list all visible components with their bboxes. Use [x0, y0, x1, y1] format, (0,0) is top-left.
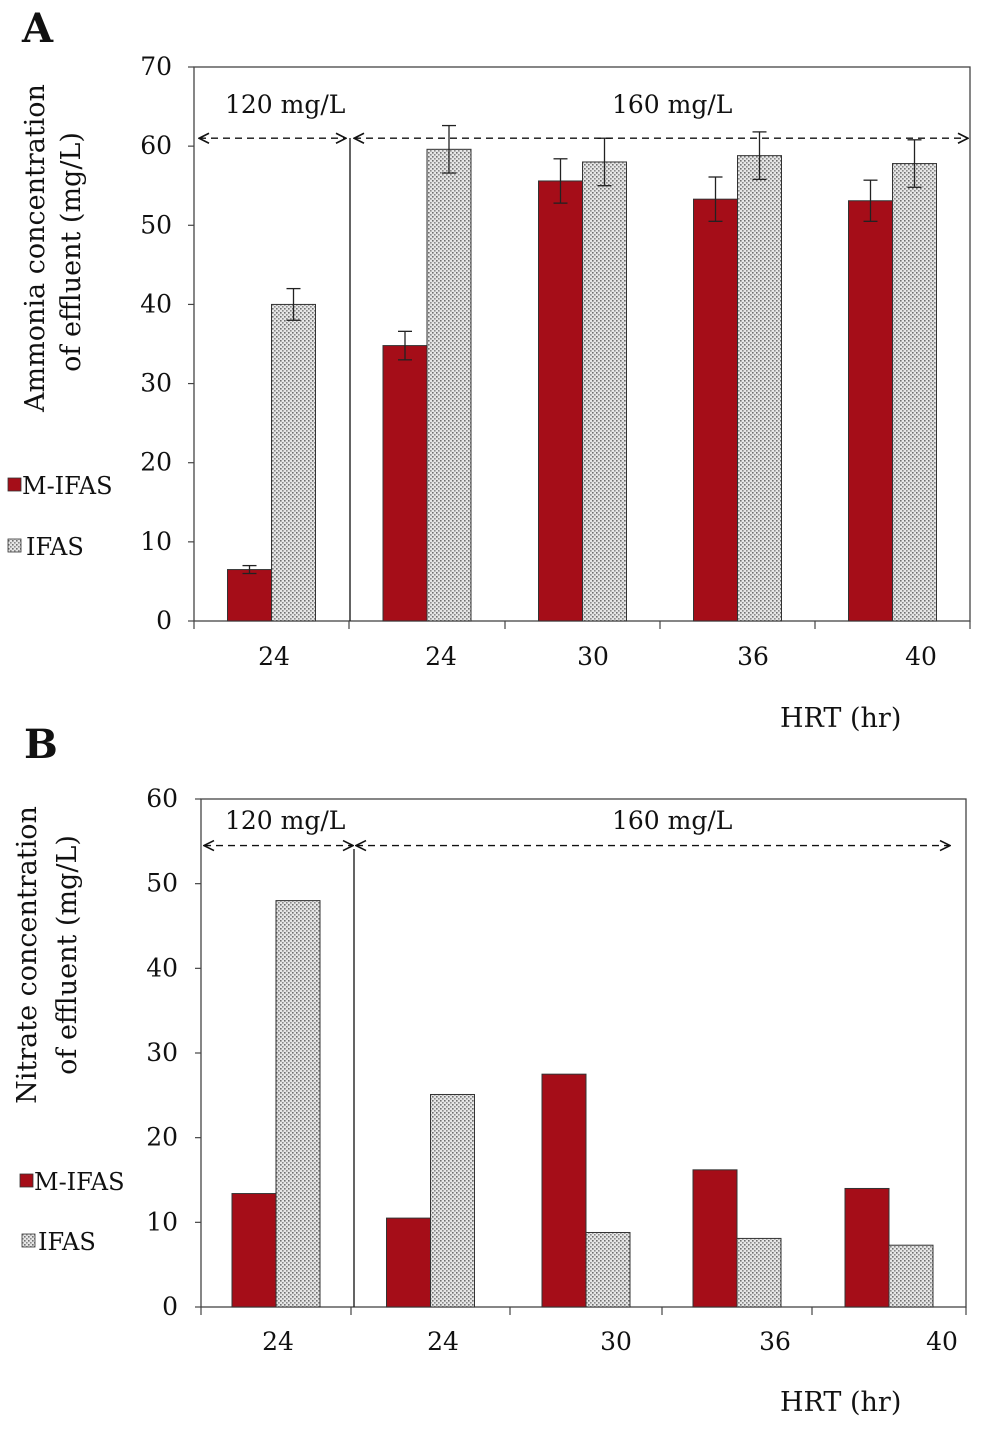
- panel-a-bar-m-ifas: [848, 200, 893, 622]
- panel-a-x-tick-label: 24: [258, 642, 290, 671]
- panel-a-bar-ifas: [892, 163, 937, 622]
- chart-panel-b: B Nitrate concentration of effluent (mg/…: [12, 721, 967, 1418]
- panel-a-x-tick-label: 30: [577, 642, 609, 671]
- panel-b-y-axis-label-line1: Nitrate concentration: [12, 806, 43, 1104]
- panel-a-y-axis-label-line2: of effluent (mg/L): [56, 132, 87, 372]
- panel-a-bar-m-ifas: [227, 569, 272, 622]
- panel-a-bar-ifas: [271, 303, 316, 622]
- panel-b-bar-ifas: [888, 1244, 934, 1308]
- panel-a-y-tick-label: 30: [140, 369, 172, 398]
- legend-label-m-ifas: M-IFAS: [34, 1168, 125, 1196]
- panel-b-bar-m-ifas: [231, 1193, 277, 1308]
- panel-a-y-axis-label-line1: Ammonia concentration: [20, 84, 51, 413]
- panel-b-y-tick-label: 60: [146, 784, 178, 813]
- panel-b-y-tick-label: 50: [146, 869, 178, 898]
- panel-a-bar-ifas: [582, 161, 627, 622]
- chart-panel-a: A Ammonia concentration of effluent (mg/…: [7, 5, 971, 734]
- legend-label-ifas: IFAS: [26, 533, 84, 561]
- panel-b-bar-m-ifas: [386, 1217, 431, 1308]
- panel-b-y-tick-label: 30: [146, 1038, 178, 1067]
- panel-a-bar-ifas: [737, 155, 782, 622]
- panel-a-x-tick-label: 40: [905, 642, 937, 671]
- panel-b-y-tick-label: 20: [146, 1123, 178, 1152]
- panel-b-x-axis-label: HRT (hr): [780, 1387, 901, 1418]
- panel-a-bar-ifas: [426, 148, 472, 622]
- panel-b-annotation-160: 160 mg/L: [612, 806, 732, 835]
- panel-b-y-axis-label: Nitrate concentration of effluent (mg/L): [12, 806, 83, 1104]
- legend-swatch-m-ifas: [7, 477, 22, 492]
- panel-a-x-axis-label: HRT (hr): [780, 703, 901, 734]
- legend-swatch-ifas: [7, 538, 22, 553]
- panel-b-legend: M-IFAS IFAS: [19, 1168, 125, 1256]
- panel-b-x-tick-label: 40: [926, 1327, 958, 1356]
- legend-label-ifas: IFAS: [38, 1228, 96, 1256]
- panel-b-bar-m-ifas: [541, 1073, 587, 1308]
- panel-b-letter: B: [24, 721, 58, 768]
- panel-a-bar-m-ifas: [382, 345, 428, 622]
- panel-b-bar-m-ifas: [692, 1169, 738, 1308]
- panel-a-letter: A: [21, 5, 54, 52]
- panel-b-bar-ifas: [430, 1093, 475, 1308]
- panel-a-y-tick-label: 0: [156, 606, 172, 635]
- panel-b-x-tick-label: 24: [427, 1327, 459, 1356]
- panel-b-x-tick-label: 36: [759, 1327, 791, 1356]
- panel-a-x-tick-label: 24: [425, 642, 457, 671]
- panel-b-bar-ifas: [275, 900, 321, 1308]
- panel-b-bar-ifas: [736, 1237, 782, 1308]
- panel-b-y-tick-label: 40: [146, 953, 178, 982]
- panel-a-bar-m-ifas: [538, 180, 583, 622]
- legend-swatch-ifas: [21, 1233, 36, 1248]
- panel-a-y-axis-label: Ammonia concentration of effluent (mg/L): [20, 84, 87, 413]
- panel-b-y-axis-label-line2: of effluent (mg/L): [52, 835, 83, 1075]
- panel-b-x-tick-label: 24: [262, 1327, 294, 1356]
- panel-a-annotation-160: 160 mg/L: [612, 90, 732, 119]
- panel-a-y-tick-label: 60: [140, 131, 172, 160]
- panel-a-x-tick-label: 36: [737, 642, 769, 671]
- panel-a-bar-m-ifas: [693, 198, 738, 622]
- legend-label-m-ifas: M-IFAS: [22, 472, 113, 500]
- panel-a-annotation-120: 120 mg/L: [225, 90, 345, 119]
- panel-b-y-tick-label: 10: [146, 1207, 178, 1236]
- panel-a-y-tick-label: 40: [140, 289, 172, 318]
- panel-a-legend: M-IFAS IFAS: [7, 472, 113, 561]
- panel-b-plot-area: 0 10 20 30 40 50 60 24 24 30 36 40 120 mg/L 160 mg/L: [146, 784, 967, 1356]
- panel-b-x-tick-label: 30: [600, 1327, 632, 1356]
- panel-a-y-tick-label: 20: [140, 448, 172, 477]
- panel-b-bar-m-ifas: [844, 1187, 890, 1308]
- panel-b-y-tick-label: 0: [162, 1292, 178, 1321]
- panel-a-y-tick-label: 50: [140, 210, 172, 239]
- legend-swatch-m-ifas: [19, 1173, 34, 1188]
- panel-b-annotation-120: 120 mg/L: [225, 806, 345, 835]
- panel-a-plot-area: 0 10 20 30 40 50 60 70 24 24 30 36 40 120 mg/L 160 mg/…: [140, 52, 971, 671]
- panel-b-bar-ifas: [585, 1231, 631, 1308]
- panel-a-y-tick-label: 70: [140, 52, 172, 81]
- panel-a-y-tick-label: 10: [140, 527, 172, 556]
